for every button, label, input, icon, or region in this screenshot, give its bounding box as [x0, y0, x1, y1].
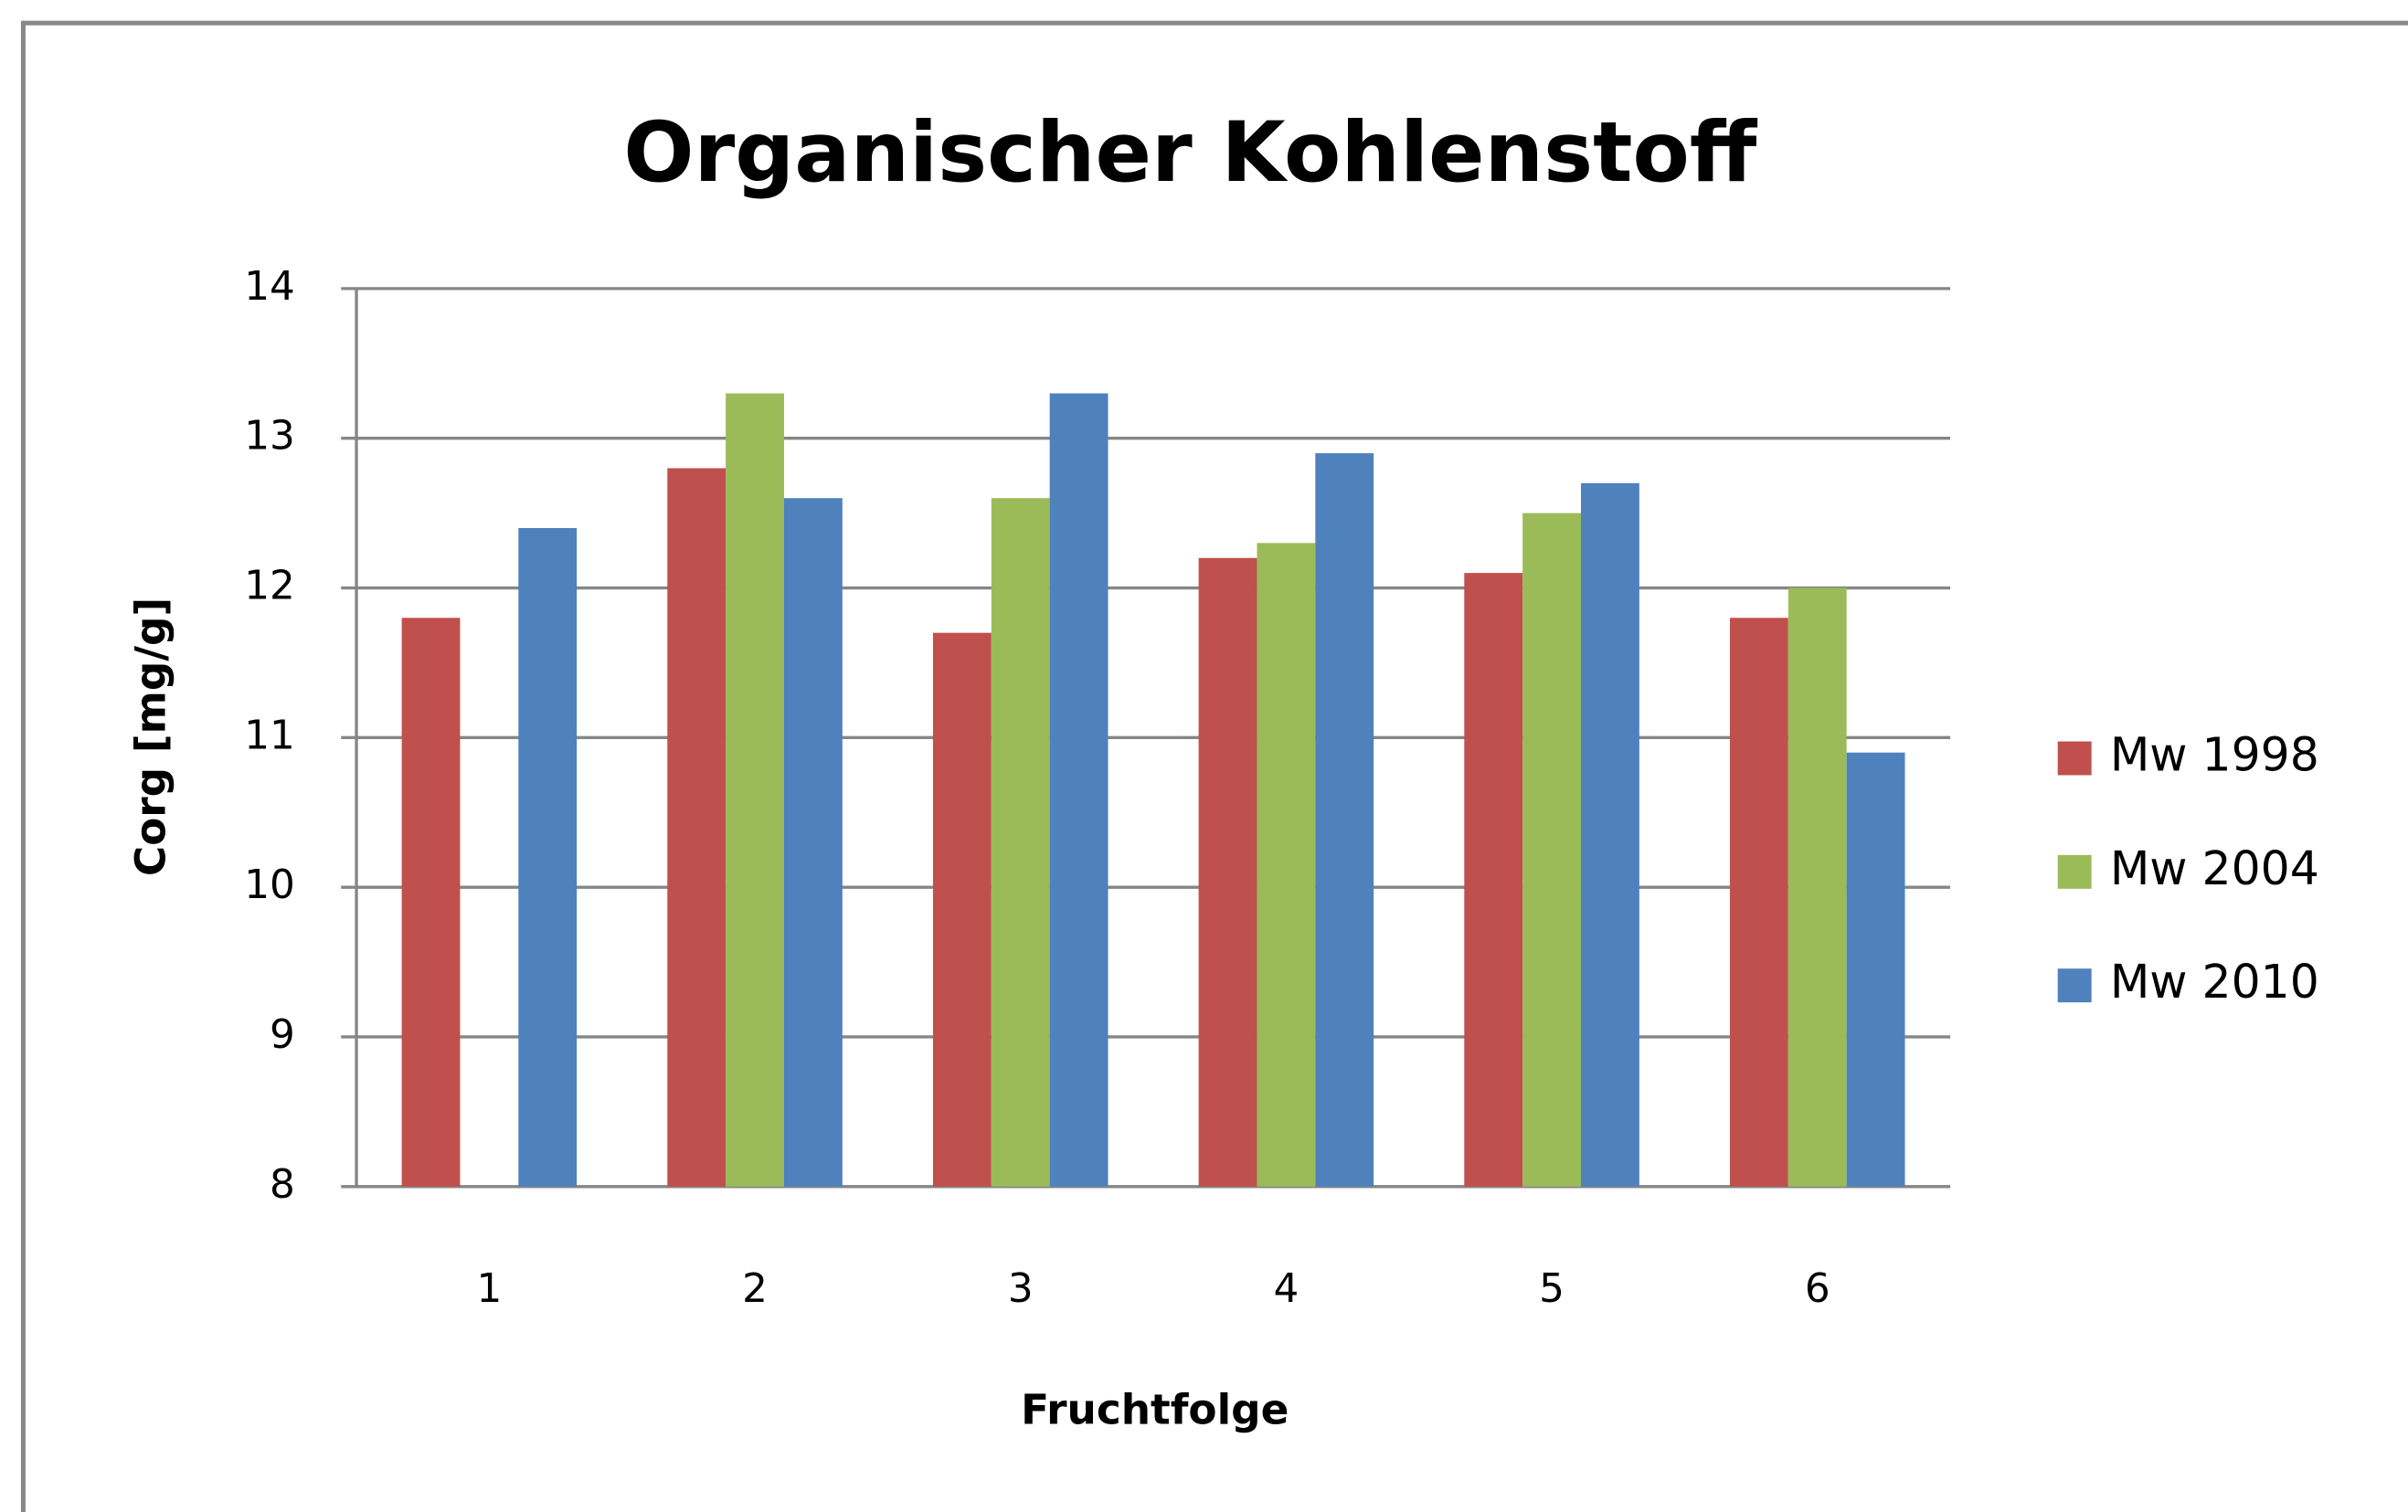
- bar: [518, 527, 578, 1187]
- bar: [1729, 618, 1788, 1187]
- bar: [667, 468, 727, 1187]
- bar: [1198, 557, 1257, 1187]
- bar: [1846, 752, 1905, 1187]
- y-tick-label: 8: [270, 1161, 295, 1208]
- x-axis-label: Fruchtfolge: [1021, 1385, 1289, 1433]
- legend-label: Mw 2004: [2110, 841, 2319, 895]
- y-tick-label: 10: [244, 862, 295, 908]
- legend-swatch: [2057, 741, 2092, 776]
- bar: [1580, 482, 1639, 1187]
- y-tick-label: 12: [244, 563, 295, 609]
- x-tick-label: 1: [476, 1265, 502, 1312]
- bar: [401, 618, 461, 1187]
- legend-swatch: [2057, 854, 2092, 889]
- bar: [1522, 513, 1581, 1187]
- bar: [726, 393, 784, 1187]
- y-tick-label: 14: [244, 263, 295, 310]
- x-tick-label: 6: [1805, 1265, 1830, 1312]
- bar: [783, 498, 843, 1187]
- x-tick-label: 4: [1273, 1265, 1299, 1312]
- legend-swatch: [2057, 968, 2092, 1003]
- bar: [1049, 393, 1109, 1187]
- bar: [1257, 543, 1316, 1187]
- y-tick-label: 9: [270, 1011, 295, 1058]
- y-axis-label: Corg [mg/g]: [127, 597, 175, 876]
- bar: [1464, 573, 1523, 1187]
- x-tick-label: 3: [1008, 1265, 1034, 1312]
- x-tick-label: 2: [742, 1265, 768, 1312]
- chart-title: Organischer Kohlenstoff: [623, 105, 1757, 201]
- x-tick-label: 5: [1539, 1265, 1565, 1312]
- legend-label: Mw 2010: [2110, 955, 2319, 1009]
- bar: [1787, 587, 1847, 1187]
- y-tick-label: 11: [244, 712, 295, 758]
- legend-label: Mw 1998: [2110, 728, 2319, 782]
- bar: [991, 498, 1050, 1187]
- y-tick-label: 13: [244, 413, 295, 460]
- bar: [1315, 453, 1374, 1187]
- bar: [932, 632, 992, 1187]
